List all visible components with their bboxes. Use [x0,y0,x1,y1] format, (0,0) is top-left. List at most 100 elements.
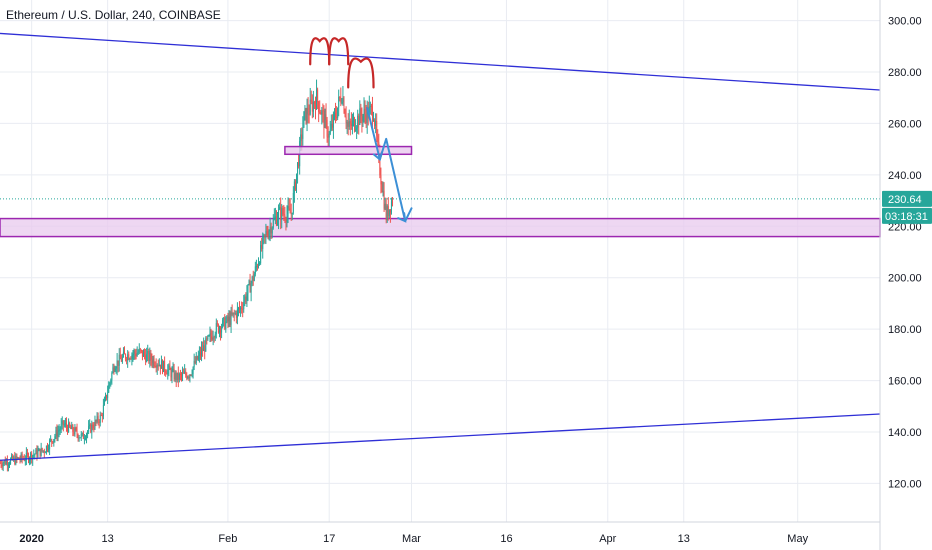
candle-body [183,372,185,374]
candle-body [217,324,219,333]
candle-body [30,453,32,459]
candle-body [143,351,145,357]
candle-body [237,308,239,310]
candle-body [227,316,229,322]
candle-body [79,437,81,439]
candle-body [1,465,3,467]
candle-body [355,129,357,131]
candle-body [224,317,226,330]
candle-body [293,181,295,193]
candle-body [363,109,365,116]
candle-body [386,206,388,220]
candle-body [156,365,158,368]
candle-body [131,354,133,359]
candle-body [88,426,90,432]
candle-body [318,101,320,112]
candle-body [370,105,372,107]
candle-body [84,438,86,440]
candle-body [157,365,159,367]
candle-body [324,114,326,128]
candle-body [52,441,54,443]
candle-body [266,231,268,235]
candle-body [223,317,225,320]
candle-body [136,353,138,357]
candle-body [358,115,360,125]
candle-body [133,351,135,355]
candle-body [339,96,341,99]
candle-body [125,354,127,359]
candle-body [31,453,33,460]
candle-body [110,380,112,383]
candle-body [254,266,256,275]
candle-body [77,434,79,439]
candle-body [365,114,367,124]
candle-body [190,374,192,376]
candle-body [118,354,120,366]
last-price-label: 230.64 [888,194,922,206]
candle-body [343,98,345,113]
candle-body [146,353,148,362]
candle-body [356,127,358,130]
pattern-arc [347,57,375,89]
candle-body [73,431,75,435]
y-tick-label: 300.00 [888,16,922,28]
candle-body [115,368,117,371]
candle-body [112,367,114,373]
candle-body [283,214,285,216]
candle-body [149,352,151,361]
candle-body [269,226,271,232]
candle-body [262,237,264,249]
candle-body [101,415,103,417]
candle-body [280,207,282,221]
candle-body [209,333,211,336]
candle-body [350,123,352,126]
candle-body [176,372,178,381]
candle-body [56,430,58,437]
candle-body [285,219,287,222]
candle-body [309,99,311,115]
candle-body [21,454,23,459]
candle-body [389,209,391,213]
candle-body [234,312,236,314]
candle-body [198,351,200,356]
candle-body [150,352,152,360]
candle-body [342,98,344,103]
candle-body [24,459,26,461]
candle-body [7,464,9,466]
candle-body [130,358,132,360]
candle-body [335,112,337,118]
candle-body [114,370,116,372]
candle-body [191,373,193,375]
candle-body [305,108,307,123]
candle-body [247,284,249,294]
candle-body [317,89,319,102]
candle-body [51,439,53,442]
candle-body [98,421,100,423]
candle-body [245,296,247,301]
arrowhead-icon [397,212,407,223]
candle-body [326,119,328,137]
candle-body [151,359,153,364]
candle-body [184,371,186,374]
candle-body [383,190,385,209]
candle-body [348,121,350,127]
y-tick-label: 280.00 [888,67,922,79]
candle-body [199,351,201,356]
y-tick-label: 160.00 [888,376,922,388]
candle-body [310,99,312,102]
candle-body [382,190,384,192]
candle-body [128,354,130,360]
candle-body [357,115,359,128]
candle-body [380,175,382,185]
candle-body [333,112,335,114]
candle-body [286,213,288,222]
arrowhead-icon [372,151,383,162]
candle-body [172,368,174,371]
candle-body [187,376,189,379]
candle-body [178,374,180,380]
candle-body [297,162,299,174]
candle-body [240,307,242,310]
